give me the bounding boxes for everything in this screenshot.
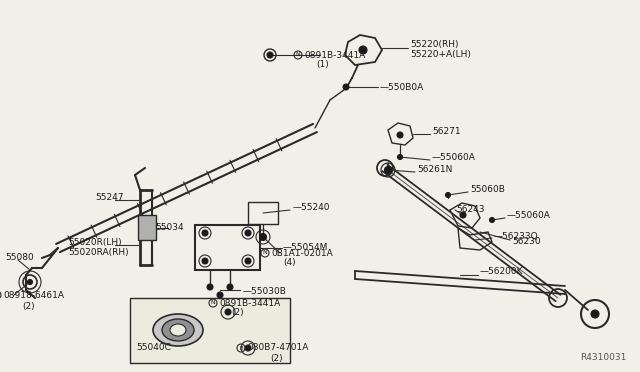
Circle shape [397,154,403,160]
Text: —550B0A: —550B0A [380,83,424,93]
Circle shape [591,310,599,318]
Text: 55020RA(RH): 55020RA(RH) [68,247,129,257]
Circle shape [207,284,213,290]
Circle shape [245,230,251,236]
Text: 0B1A1-0201A: 0B1A1-0201A [271,248,333,257]
Text: 08918-6461A: 08918-6461A [3,291,64,299]
Circle shape [385,167,392,173]
Text: 56271: 56271 [432,126,461,135]
Text: 080B7-4701A: 080B7-4701A [247,343,308,353]
Circle shape [227,284,233,290]
Text: 55080: 55080 [5,253,34,263]
Circle shape [245,345,251,351]
Text: (2): (2) [270,353,283,362]
Ellipse shape [162,319,194,341]
Ellipse shape [170,324,186,336]
Text: B: B [239,346,243,350]
Circle shape [343,84,349,90]
Text: —56233Q: —56233Q [494,232,539,241]
Circle shape [259,234,266,241]
Text: N: N [296,52,300,58]
Text: —55060A: —55060A [432,154,476,163]
Text: 55060B: 55060B [470,186,505,195]
Text: 0891B-3441A: 0891B-3441A [219,298,280,308]
Circle shape [202,258,208,264]
Circle shape [28,279,33,285]
Circle shape [460,212,466,218]
Text: 55040C: 55040C [136,343,171,353]
Circle shape [225,309,231,315]
Text: 0891B-3441A: 0891B-3441A [304,51,365,60]
Circle shape [245,258,251,264]
Circle shape [359,46,367,54]
Text: (2): (2) [231,308,244,317]
Text: 56243: 56243 [456,205,484,214]
Text: 55220(RH): 55220(RH) [410,41,458,49]
Circle shape [217,292,223,298]
Bar [248,202,278,224]
Text: —55060A: —55060A [507,212,551,221]
Text: N: N [211,301,216,305]
Ellipse shape [153,314,203,346]
Text: 55220+A(LH): 55220+A(LH) [410,51,471,60]
Text: —55030B: —55030B [243,288,287,296]
Text: 55034: 55034 [155,224,184,232]
Text: —55240: —55240 [293,203,330,212]
Circle shape [267,52,273,58]
Text: R4310031: R4310031 [580,353,627,362]
Text: (4): (4) [283,259,296,267]
Text: N: N [262,250,268,256]
Text: 56230: 56230 [512,237,541,247]
Circle shape [397,132,403,138]
Circle shape [445,192,451,198]
Bar [138,215,156,240]
Text: (2): (2) [22,302,35,311]
Text: —55054M: —55054M [283,244,328,253]
Circle shape [202,230,208,236]
Bar [195,225,260,270]
Text: 55020R(LH): 55020R(LH) [68,237,122,247]
Text: —56200K: —56200K [480,267,524,276]
Text: 56261N: 56261N [417,166,452,174]
Text: 55247: 55247 [95,192,124,202]
Bar [130,298,290,363]
Circle shape [490,218,495,222]
Text: (1): (1) [316,61,329,70]
